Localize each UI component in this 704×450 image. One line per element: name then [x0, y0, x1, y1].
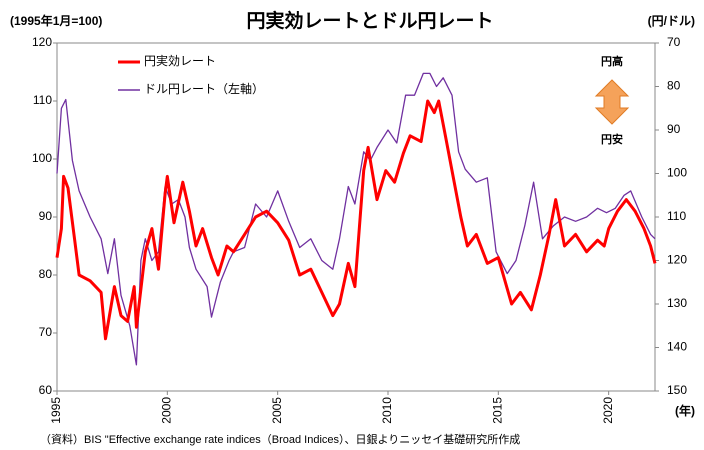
y2-tick-label: 100 [667, 166, 687, 180]
legend-label: 円実効レート [144, 53, 216, 68]
y2-axis-label: (円/ドル) [648, 14, 695, 28]
y-tick-label: 100 [32, 151, 52, 165]
series-line [55, 99, 657, 341]
x-tick-label: 2015 [491, 397, 505, 424]
y-tick-label: 70 [39, 325, 53, 339]
y2-tick-label: 140 [667, 340, 687, 354]
y2-tick-label: 150 [667, 383, 687, 397]
source-note: （資料）BIS "Effective exchange rate indices… [40, 432, 520, 446]
series-line [56, 72, 656, 366]
x-tick-label: 2000 [160, 397, 174, 424]
y-tick-label: 110 [33, 93, 52, 107]
y2-tick-label: 70 [667, 35, 681, 49]
direction-arrow [594, 79, 630, 125]
y-tick-label: 60 [39, 383, 53, 397]
chart-title: 円実効レートとドル円レート [246, 9, 493, 32]
y2-tick-label: 110 [667, 209, 686, 223]
legend-label: ドル円レート（左軸） [144, 81, 264, 96]
y-tick-label: 80 [39, 267, 53, 281]
annotation: 円安 [601, 132, 623, 146]
y2-tick-label: 120 [667, 253, 687, 267]
y2-tick-label: 80 [667, 79, 681, 93]
x-tick-label: 2010 [380, 397, 394, 424]
y-axis-label: (1995年1月=100) [10, 13, 102, 28]
x-axis-label: (年) [675, 403, 695, 418]
x-tick-label: 1995 [49, 397, 63, 424]
annotation: 円高 [601, 54, 623, 68]
y-tick-label: 90 [39, 209, 53, 223]
y2-tick-label: 130 [667, 296, 687, 310]
y-tick-label: 120 [32, 35, 52, 49]
x-tick-label: 2020 [601, 397, 615, 424]
y2-tick-label: 90 [667, 122, 681, 136]
x-tick-label: 2005 [270, 397, 284, 424]
